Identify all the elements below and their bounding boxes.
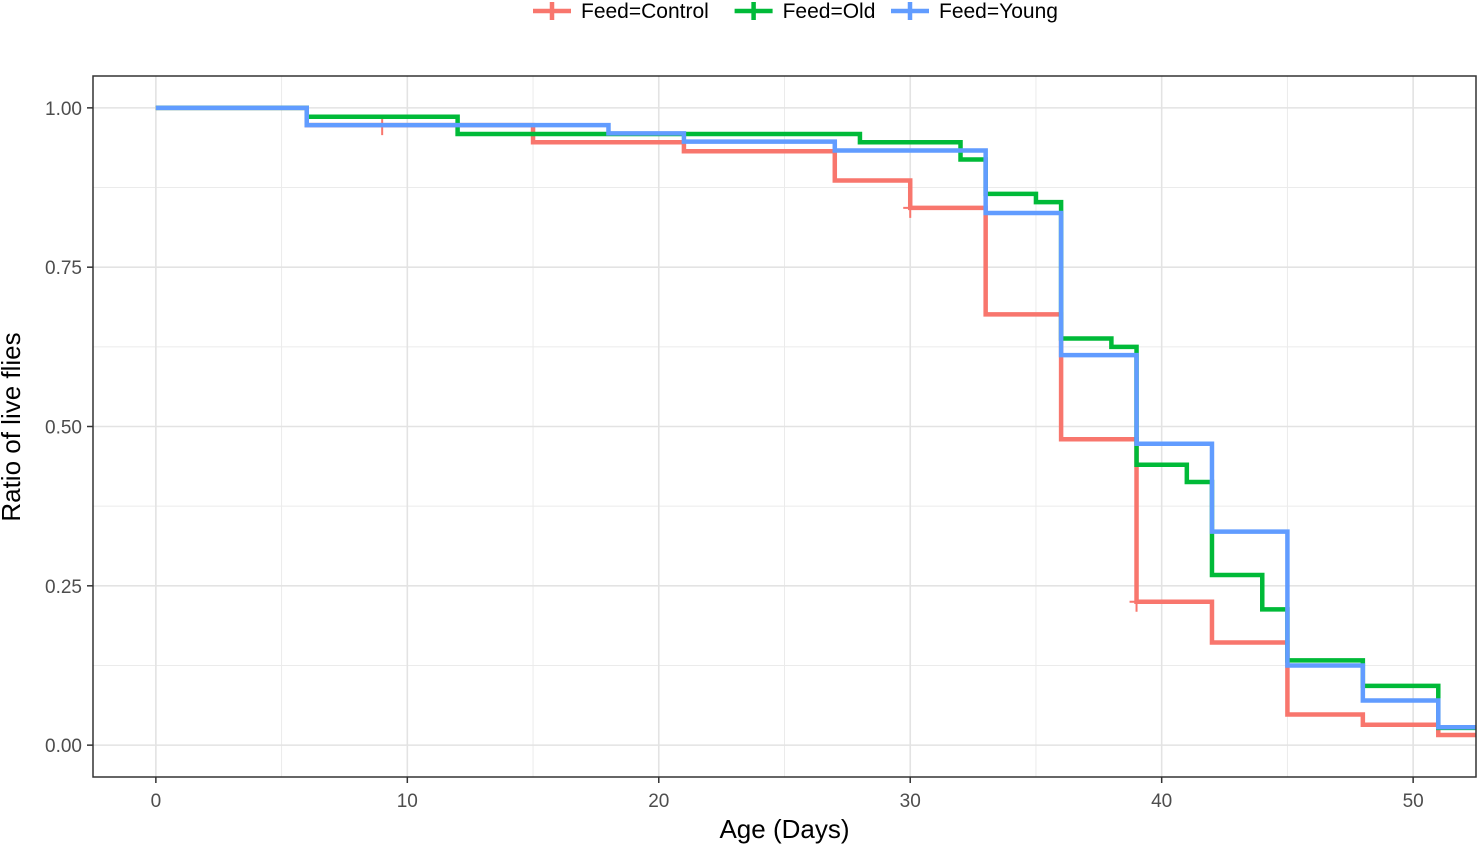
legend-label-control: Feed=Control (581, 0, 709, 23)
legend-item-control: Feed=Control (533, 0, 709, 23)
legend-key-control (533, 2, 571, 20)
x-tick-label: 20 (648, 791, 669, 812)
x-tick-label: 50 (1403, 791, 1424, 812)
x-tick-label: 0 (151, 791, 162, 812)
y-tick-label: 0.00 (45, 736, 82, 757)
series-line-control (155, 105, 1476, 738)
legend-key-old (734, 2, 773, 20)
x-tick-label: 40 (1151, 791, 1172, 812)
legend-key-young (891, 2, 929, 20)
y-tick-label: 1.00 (45, 99, 82, 120)
legend-label-young: Feed=Young (939, 0, 1058, 23)
y-tick-label: 0.75 (45, 258, 82, 279)
series-line-young (155, 105, 1476, 730)
x-tick-label: 30 (900, 791, 921, 812)
grid (93, 76, 1476, 777)
y-tick-label: 0.50 (45, 418, 82, 439)
x-axis-title: Age (Days) (719, 814, 849, 844)
legend-label-old: Feed=Old (783, 0, 876, 23)
x-tick-label: 10 (397, 791, 418, 812)
censor-mark-control (903, 197, 918, 218)
y-axis-title: Ratio of live flies (0, 332, 26, 521)
legend: Feed=Control Feed=Old Feed=Young (533, 0, 1058, 23)
censor-mark-control (1129, 591, 1144, 612)
y-tick-label: 0.25 (45, 577, 82, 598)
legend-item-old: Feed=Old (734, 0, 876, 23)
legend-item-young: Feed=Young (891, 0, 1058, 23)
series-layer (155, 105, 1476, 738)
axes: 0 10 20 30 40 50 0.00 0.25 0.50 0.75 1.00 (45, 99, 1424, 812)
